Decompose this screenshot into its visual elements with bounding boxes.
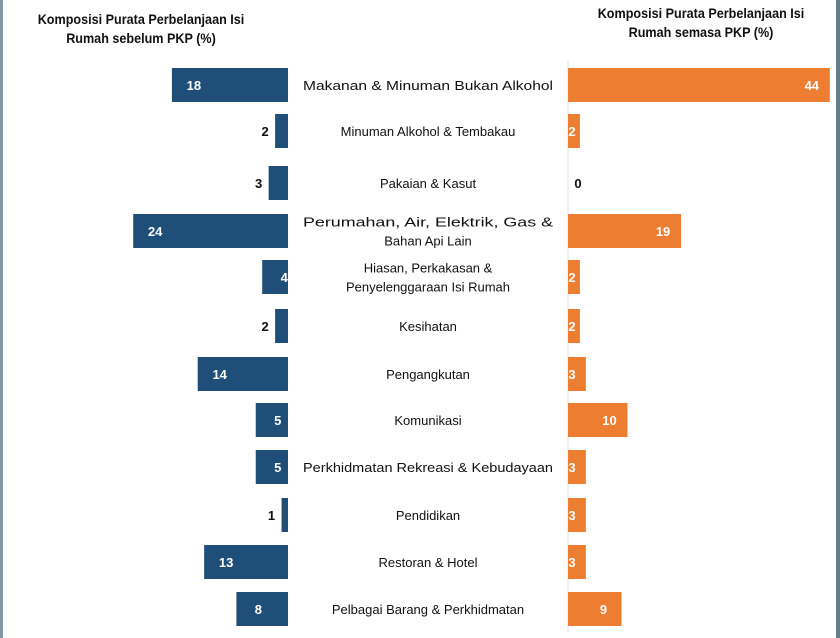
right-bar — [568, 68, 830, 102]
right-bar-value: 2 — [568, 270, 575, 285]
right-bar-value: 2 — [568, 124, 575, 139]
category-label: Penyelenggaraan Isi Rumah — [346, 280, 510, 295]
left-bar — [171, 68, 288, 102]
left-bar-value: 5 — [274, 413, 281, 428]
right-bar — [568, 450, 586, 484]
right-title-line-2: Rumah semasa PKP (%) — [628, 24, 774, 40]
left-bar — [275, 309, 288, 343]
category-label: Pakaian & Kasut — [380, 176, 477, 191]
left-bar-value: 4 — [281, 270, 289, 285]
left-bar — [268, 166, 288, 200]
right-bar-value: 3 — [568, 508, 575, 523]
right-title-line-1: Komposisi Purata Perbelanjaan Isi — [597, 5, 805, 21]
category-label: Bahan Api Lain — [384, 234, 471, 249]
right-chart-title: Komposisi Purata Perbelanjaan Isi Rumah … — [571, 4, 832, 42]
left-bar — [133, 214, 288, 248]
right-bar — [568, 309, 580, 343]
right-bar — [568, 592, 622, 626]
right-bar — [568, 498, 586, 532]
right-bar-value: 19 — [656, 224, 670, 239]
left-bar — [275, 114, 288, 148]
right-bar — [568, 114, 580, 148]
left-bar-value: 5 — [274, 460, 281, 475]
frame-left-border — [0, 0, 3, 638]
left-bar — [236, 592, 288, 626]
right-bar-value: 44 — [805, 78, 820, 93]
left-chart-title: Komposisi Purata Perbelanjaan Isi Rumah … — [11, 10, 272, 48]
left-bar-value: 1 — [268, 508, 275, 523]
right-bar-value: 3 — [568, 555, 575, 570]
left-title-line-2: Rumah sebelum PKP (%) — [66, 30, 216, 46]
left-bar — [255, 450, 288, 484]
right-bar-value: 9 — [600, 602, 607, 617]
right-bar-value: 3 — [568, 460, 575, 475]
right-bar-value: 10 — [602, 413, 616, 428]
right-bar — [568, 545, 586, 579]
right-bar-value: 2 — [568, 319, 575, 334]
category-label: Pengangkutan — [386, 367, 470, 382]
right-bar-value: 3 — [568, 367, 575, 382]
right-bar — [568, 403, 628, 437]
left-bar — [281, 498, 288, 532]
frame-right-border — [836, 0, 840, 638]
left-bar-value: 24 — [148, 224, 163, 239]
left-bar-value: 2 — [261, 124, 268, 139]
right-bar — [568, 214, 682, 248]
category-label: Minuman Alkohol & Tembakau — [341, 124, 516, 139]
category-label: Perkhidmatan Rekreasi & Kebudayaan — [303, 460, 553, 475]
left-bar — [197, 357, 288, 391]
left-bar-value: 3 — [255, 176, 262, 191]
category-label: Hiasan, Perkakasan & — [364, 261, 493, 276]
left-bar — [255, 403, 288, 437]
right-bar — [568, 357, 586, 391]
category-label: Komunikasi — [394, 413, 461, 428]
left-bar-value: 14 — [212, 367, 227, 382]
left-bar-value: 13 — [219, 555, 233, 570]
category-label: Makanan & Minuman Bukan Alkohol — [303, 78, 553, 93]
left-bar-value: 18 — [187, 78, 201, 93]
category-label: Perumahan, Air, Elektrik, Gas & — [303, 215, 553, 230]
left-title-line-1: Komposisi Purata Perbelanjaan Isi — [37, 11, 245, 27]
right-bar — [568, 260, 580, 294]
left-bar — [204, 545, 288, 579]
category-label: Pendidikan — [396, 508, 460, 523]
category-label: Kesihatan — [399, 319, 457, 334]
right-bar-value: 0 — [574, 176, 581, 191]
left-bar-value: 2 — [261, 319, 268, 334]
category-label: Pelbagai Barang & Perkhidmatan — [332, 602, 524, 617]
category-label: Restoran & Hotel — [379, 555, 478, 570]
left-bar-value: 8 — [255, 602, 262, 617]
left-bar — [262, 260, 288, 294]
